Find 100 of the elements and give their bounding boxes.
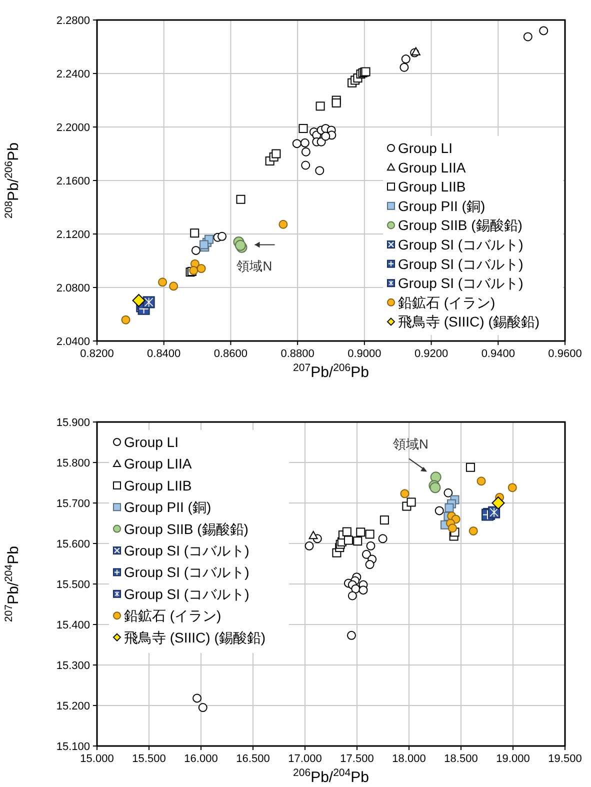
- point: [196, 264, 206, 274]
- point: [378, 534, 388, 544]
- y-tick-label: 15.200: [56, 700, 90, 712]
- legend-label: Group SI (コバルト): [124, 586, 250, 602]
- point: [444, 503, 454, 512]
- point: [358, 586, 368, 595]
- y-tick-label: 2.1200: [56, 229, 90, 241]
- point: [380, 516, 389, 525]
- legend-label: Group SIIB (錫酸鉛): [124, 520, 248, 537]
- legend-label: Group LI: [398, 140, 452, 156]
- point: [199, 240, 208, 250]
- x-tick-label: 18.500: [444, 753, 478, 765]
- point: [366, 541, 376, 550]
- point: [190, 228, 200, 238]
- x-tick-label: 17.000: [288, 753, 322, 765]
- point: [192, 694, 202, 703]
- point: [401, 54, 410, 64]
- x-tick-label: 0.9000: [348, 348, 382, 360]
- point: [301, 147, 310, 156]
- point: [539, 26, 548, 36]
- point: [508, 483, 517, 492]
- annotation: 領域N: [393, 436, 428, 452]
- point: [468, 526, 478, 536]
- legend-label: Group SIIB (錫酸鉛): [398, 217, 522, 234]
- x-tick-label: 0.8800: [280, 348, 314, 360]
- legend-label: Group LIIA: [124, 456, 192, 472]
- point: [466, 462, 475, 472]
- x-tick-label: 0.9200: [414, 348, 448, 360]
- point: [406, 498, 416, 507]
- point: [348, 591, 357, 600]
- legend-label: Group SI (コバルト): [124, 542, 250, 558]
- legend-label: Group PII (銅): [398, 198, 486, 214]
- point: [169, 282, 178, 291]
- point: [344, 536, 353, 545]
- point: [400, 489, 410, 498]
- legend-label: Group LIIB: [398, 178, 466, 195]
- legend-label: 鉛鉱石 (イラン): [398, 294, 496, 310]
- x-tick-label: 17.500: [340, 753, 374, 765]
- point: [353, 536, 362, 546]
- y-tick-label: 2.0400: [56, 336, 90, 348]
- point: [342, 527, 352, 536]
- point: [132, 294, 146, 307]
- point: [523, 32, 532, 42]
- y-tick-label: 2.0800: [56, 282, 90, 294]
- legend-label: 鉛鉱石 (イラン): [124, 608, 222, 624]
- y-tick-label: 15.900: [56, 417, 90, 429]
- point: [321, 132, 330, 141]
- point: [292, 139, 302, 148]
- x-tick-label: 0.9600: [548, 348, 582, 360]
- point: [356, 528, 366, 537]
- point: [272, 149, 281, 158]
- point: [315, 166, 324, 176]
- x-tick-label: 15.000: [80, 753, 114, 765]
- x-tick-label: 0.8400: [147, 348, 181, 360]
- point: [198, 703, 208, 712]
- point: [346, 630, 356, 640]
- point: [158, 278, 168, 287]
- point: [121, 315, 130, 324]
- x-tick-label: 18.000: [392, 753, 426, 765]
- point: [316, 102, 325, 111]
- point: [278, 220, 288, 229]
- legend-label: Group LIIA: [398, 159, 466, 176]
- point: [298, 124, 308, 133]
- point: [191, 246, 200, 255]
- y-tick-label: 2.2400: [56, 68, 90, 80]
- legend-label: Group SI (コバルト): [398, 236, 524, 252]
- point: [218, 232, 227, 241]
- x-tick-label: 15.500: [132, 753, 166, 765]
- legend-label: Group PII (銅): [124, 499, 212, 516]
- x-tick-label: 16.000: [184, 753, 218, 765]
- x-tick-label: 19.500: [548, 753, 582, 765]
- legend-label: 飛鳥寺 (SIIIC) (錫酸鉛): [398, 314, 540, 330]
- legend-label: Group LIIB: [124, 477, 192, 494]
- point: [434, 506, 444, 516]
- y-tick-label: 2.2000: [56, 122, 90, 134]
- point: [448, 524, 457, 533]
- point: [332, 98, 341, 108]
- y-tick-label: 15.600: [56, 538, 90, 550]
- legend-label: Group SI (コバルト): [398, 275, 524, 292]
- annotation: 領域N: [236, 258, 272, 274]
- y-tick-label: 15.400: [56, 620, 90, 632]
- x-tick-label: 19.000: [496, 753, 530, 765]
- x-tick-label: 0.8600: [214, 348, 248, 360]
- y-tick-label: 2.1600: [56, 176, 90, 188]
- point: [308, 530, 318, 540]
- legend-label: Group SI (コバルト): [124, 564, 250, 580]
- y-tick-label: 15.300: [56, 660, 90, 672]
- y-tick-label: 2.2800: [56, 15, 90, 27]
- point: [365, 560, 374, 570]
- point: [301, 160, 310, 170]
- legend-label: 飛鳥寺 (SIIIC) (錫酸鉛): [124, 629, 266, 646]
- point: [444, 488, 453, 498]
- point: [476, 476, 486, 486]
- point: [300, 138, 310, 148]
- y-tick-label: 15.800: [56, 458, 90, 470]
- x-tick-label: 0.8200: [80, 348, 114, 360]
- point: [400, 62, 409, 72]
- y-tick-label: 15.700: [56, 498, 90, 510]
- point: [492, 496, 505, 510]
- y-tick-label: 15.100: [56, 741, 90, 753]
